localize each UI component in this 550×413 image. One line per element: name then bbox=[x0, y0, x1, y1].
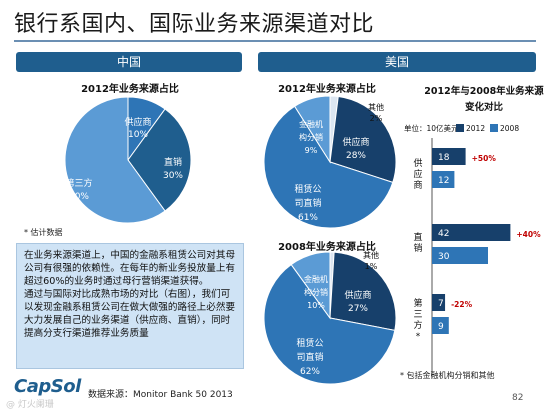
us2008-pie: 其他 1% 供应商 27% 租赁公 司直销 62% 金融机 构分销 10% bbox=[263, 250, 397, 385]
bar-value-供应商-2008: 12 bbox=[438, 176, 449, 186]
capsol-logo: CapSol bbox=[14, 376, 81, 397]
cn-value-thirdparty: 60% bbox=[69, 192, 89, 202]
us2012-slice-supplier bbox=[329, 95, 397, 184]
legend-swatch-2012 bbox=[456, 124, 464, 132]
us2008-slice-bankdist bbox=[290, 251, 331, 320]
us2008-label-direct-2: 司直销 bbox=[296, 351, 323, 363]
us2008-value-other: 1% bbox=[365, 262, 378, 271]
bar-供应商-2008 bbox=[432, 171, 455, 188]
legend-label-2008: 2008 bbox=[500, 124, 519, 133]
us2012-pie: 其他 2% 供应商 28% 租赁公 司直销 61% 金融机 构分销 9% bbox=[263, 95, 397, 229]
bar-直销-2012 bbox=[432, 224, 511, 241]
cn-estimate-note: * 估计数据 bbox=[24, 228, 63, 237]
bar-cat-thirdparty: 第三方* bbox=[413, 297, 422, 342]
us2012-label-bank-1: 金融机 bbox=[299, 119, 323, 129]
us2012-label-direct-1: 租赁公 bbox=[294, 183, 321, 195]
bar-第三方-2008 bbox=[432, 317, 449, 334]
bar-第三方-2012 bbox=[432, 294, 446, 311]
description-paragraph-2: 通过与国际对比成熟市场的对比（右图），我们可以发现金融系租赁公司在做大做强的路径… bbox=[24, 289, 236, 339]
bar-cat-direct: 直销 bbox=[413, 231, 422, 254]
description-box: 在业务来源渠道上，中国的金融系租赁公司对其母公司有很强的依赖性。在每年的新业务投… bbox=[16, 243, 244, 369]
us2008-label-bank-1: 金融机 bbox=[304, 274, 328, 284]
us2012-value-bank: 9% bbox=[305, 146, 318, 155]
bar-供应商-2012 bbox=[432, 148, 466, 165]
page-title: 银行系国内、国际业务来源渠道对比 bbox=[14, 12, 375, 37]
us2012-slice-direct bbox=[263, 105, 394, 229]
cn-pie-slice-thirdparty bbox=[64, 96, 166, 224]
us2012-value-direct: 61% bbox=[298, 213, 318, 223]
us2008-label-supplier: 供应商 bbox=[344, 289, 371, 301]
us2012-label-supplier: 供应商 bbox=[342, 136, 369, 148]
us2012-slice-bankdist bbox=[293, 95, 331, 164]
bar-value-直销-2012: 42 bbox=[438, 229, 449, 239]
us2008-pie-title: 2008年业务来源占比 bbox=[278, 242, 376, 253]
data-source: 数据来源：Monitor Bank 50 2013 bbox=[88, 390, 233, 400]
page-number: 82 bbox=[512, 393, 524, 403]
us2008-slice-supplier bbox=[329, 251, 397, 331]
us2012-value-supplier: 28% bbox=[346, 151, 366, 161]
us2012-label-bank-2: 构分销 bbox=[299, 132, 323, 142]
us2008-value-direct: 62% bbox=[300, 367, 320, 377]
bar-chart-title-2: 变化对比 bbox=[465, 101, 504, 113]
bar-marks: 18 12 +50% 42 30 +40% 7 9 -22% bbox=[432, 148, 541, 334]
cn-label-thirdparty: 第三方 bbox=[65, 177, 92, 189]
bar-chart-title-1: 2012年与2008年业务来源 bbox=[424, 85, 544, 97]
us2008-label-bank-2: 构分销 bbox=[304, 287, 328, 297]
bar-change-直销: +40% bbox=[516, 230, 541, 239]
bar-unit-label: 单位：10亿美元 bbox=[404, 123, 459, 133]
cn-value-supplier: 10% bbox=[128, 130, 148, 140]
tab-us: 美国 bbox=[258, 52, 536, 72]
watermark: @ 灯火阑珊 bbox=[6, 400, 54, 410]
legend-swatch-2008 bbox=[490, 124, 498, 132]
bar-直销-2008 bbox=[432, 247, 488, 264]
cn-pie: 供应商 10% 直销 30% 第三方 60% bbox=[64, 96, 192, 224]
us2012-label-direct-2: 司直销 bbox=[294, 197, 321, 209]
us2012-pie-title: 2012年业务来源占比 bbox=[278, 84, 376, 95]
bar-value-第三方-2012: 7 bbox=[438, 299, 444, 309]
description-paragraph-1: 在业务来源渠道上，中国的金融系租赁公司对其母公司有很强的依赖性。在每年的新业务投… bbox=[24, 250, 236, 287]
cn-value-direct: 30% bbox=[163, 171, 183, 181]
us2008-label-other: 其他 bbox=[363, 250, 379, 260]
cn-pie-title: 2012年业务来源占比 bbox=[81, 84, 179, 95]
us2012-value-other: 2% bbox=[370, 114, 383, 123]
us-footnote: * 包括金融机构分销和其他 bbox=[400, 371, 495, 380]
us2012-label-other: 其他 bbox=[368, 102, 384, 112]
bar-value-第三方-2008: 9 bbox=[438, 322, 444, 332]
bar-change-第三方: -22% bbox=[451, 300, 473, 309]
tab-china: 中国 bbox=[16, 52, 242, 72]
bar-cat-supplier: 供应商 bbox=[413, 157, 422, 191]
bar-change-供应商: +50% bbox=[472, 154, 497, 163]
us2008-slice-direct bbox=[263, 263, 396, 385]
legend-label-2012: 2012 bbox=[466, 124, 485, 133]
us2008-value-supplier: 27% bbox=[348, 304, 368, 314]
cn-label-direct: 直销 bbox=[164, 156, 182, 168]
us2008-label-direct-1: 租赁公 bbox=[296, 337, 323, 349]
cn-label-supplier: 供应商 bbox=[124, 116, 151, 128]
bar-value-直销-2008: 30 bbox=[438, 252, 450, 262]
title-divider bbox=[14, 40, 536, 42]
cn-pie-slice-direct bbox=[127, 108, 192, 212]
us2008-value-bank: 10% bbox=[307, 301, 325, 310]
bar-chart: 2012年与2008年业务来源 变化对比 单位：10亿美元 2012 2008 … bbox=[404, 85, 544, 376]
bar-value-供应商-2012: 18 bbox=[438, 153, 450, 163]
